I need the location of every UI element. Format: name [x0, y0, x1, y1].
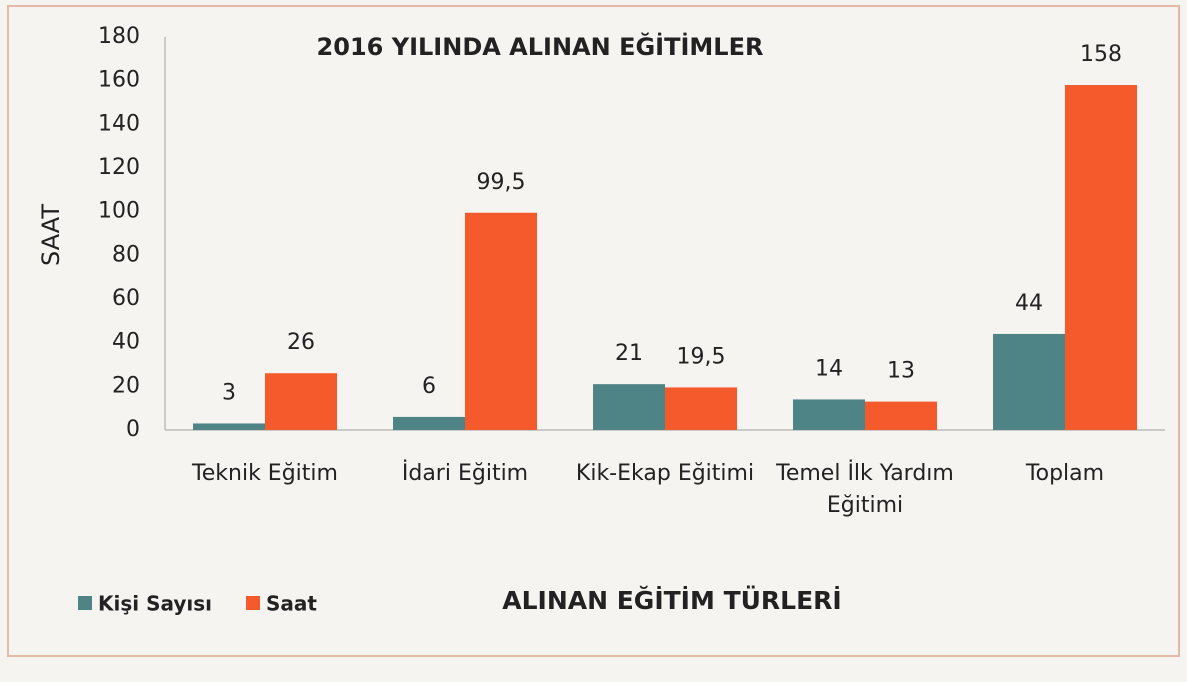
bar: [393, 416, 465, 430]
y-tick-label: 0: [126, 417, 140, 442]
data-label: 14: [815, 356, 843, 381]
bar: [665, 387, 737, 430]
bar: [793, 399, 865, 430]
data-label: 13: [887, 359, 915, 384]
y-tick-label: 120: [98, 155, 140, 180]
legend-swatch: [78, 596, 92, 610]
x-axis-title: ALINAN EĞİTİM TÜRLERİ: [502, 585, 841, 615]
y-tick-label: 140: [98, 111, 140, 136]
x-tick-label: Toplam: [1025, 461, 1105, 486]
y-tick-label: 100: [98, 199, 140, 224]
data-label: 99,5: [477, 170, 526, 195]
y-tick-label: 60: [112, 286, 140, 311]
data-label: 44: [1015, 291, 1043, 316]
x-tick-label: Kik-Ekap Eğitimi: [575, 461, 755, 486]
data-label: 21: [615, 341, 643, 366]
bar: [193, 423, 265, 430]
data-label: 6: [422, 374, 436, 399]
data-label: 26: [287, 330, 315, 355]
y-tick-label: 160: [98, 68, 140, 93]
x-tick-label: İdari Eğitim: [401, 461, 529, 486]
y-tick-label: 20: [112, 373, 140, 398]
y-tick-label: 40: [112, 330, 140, 355]
bar: [593, 384, 665, 430]
data-label: 3: [222, 380, 236, 405]
x-tick-label: Temel İlk Yardım Eğitimi: [776, 461, 954, 518]
legend-label: Saat: [266, 592, 317, 616]
legend-label: Kişi Sayısı: [98, 592, 212, 616]
bar: [1065, 85, 1137, 431]
frame: [7, 5, 1180, 657]
bar: [993, 333, 1065, 430]
bar: [465, 212, 537, 430]
bar: [265, 373, 337, 430]
data-label: 158: [1080, 42, 1122, 67]
y-tick-label: 80: [112, 242, 140, 267]
chart-title: 2016 YILINDA ALINAN EĞİTİMLER: [317, 31, 764, 61]
y-tick-label: 180: [98, 24, 140, 49]
x-tick-label: Teknik Eğitim: [192, 461, 338, 486]
data-label: 19,5: [677, 344, 726, 369]
bar: [865, 401, 937, 430]
legend-swatch: [246, 596, 261, 610]
y-axis-title: SAAT: [37, 204, 65, 266]
